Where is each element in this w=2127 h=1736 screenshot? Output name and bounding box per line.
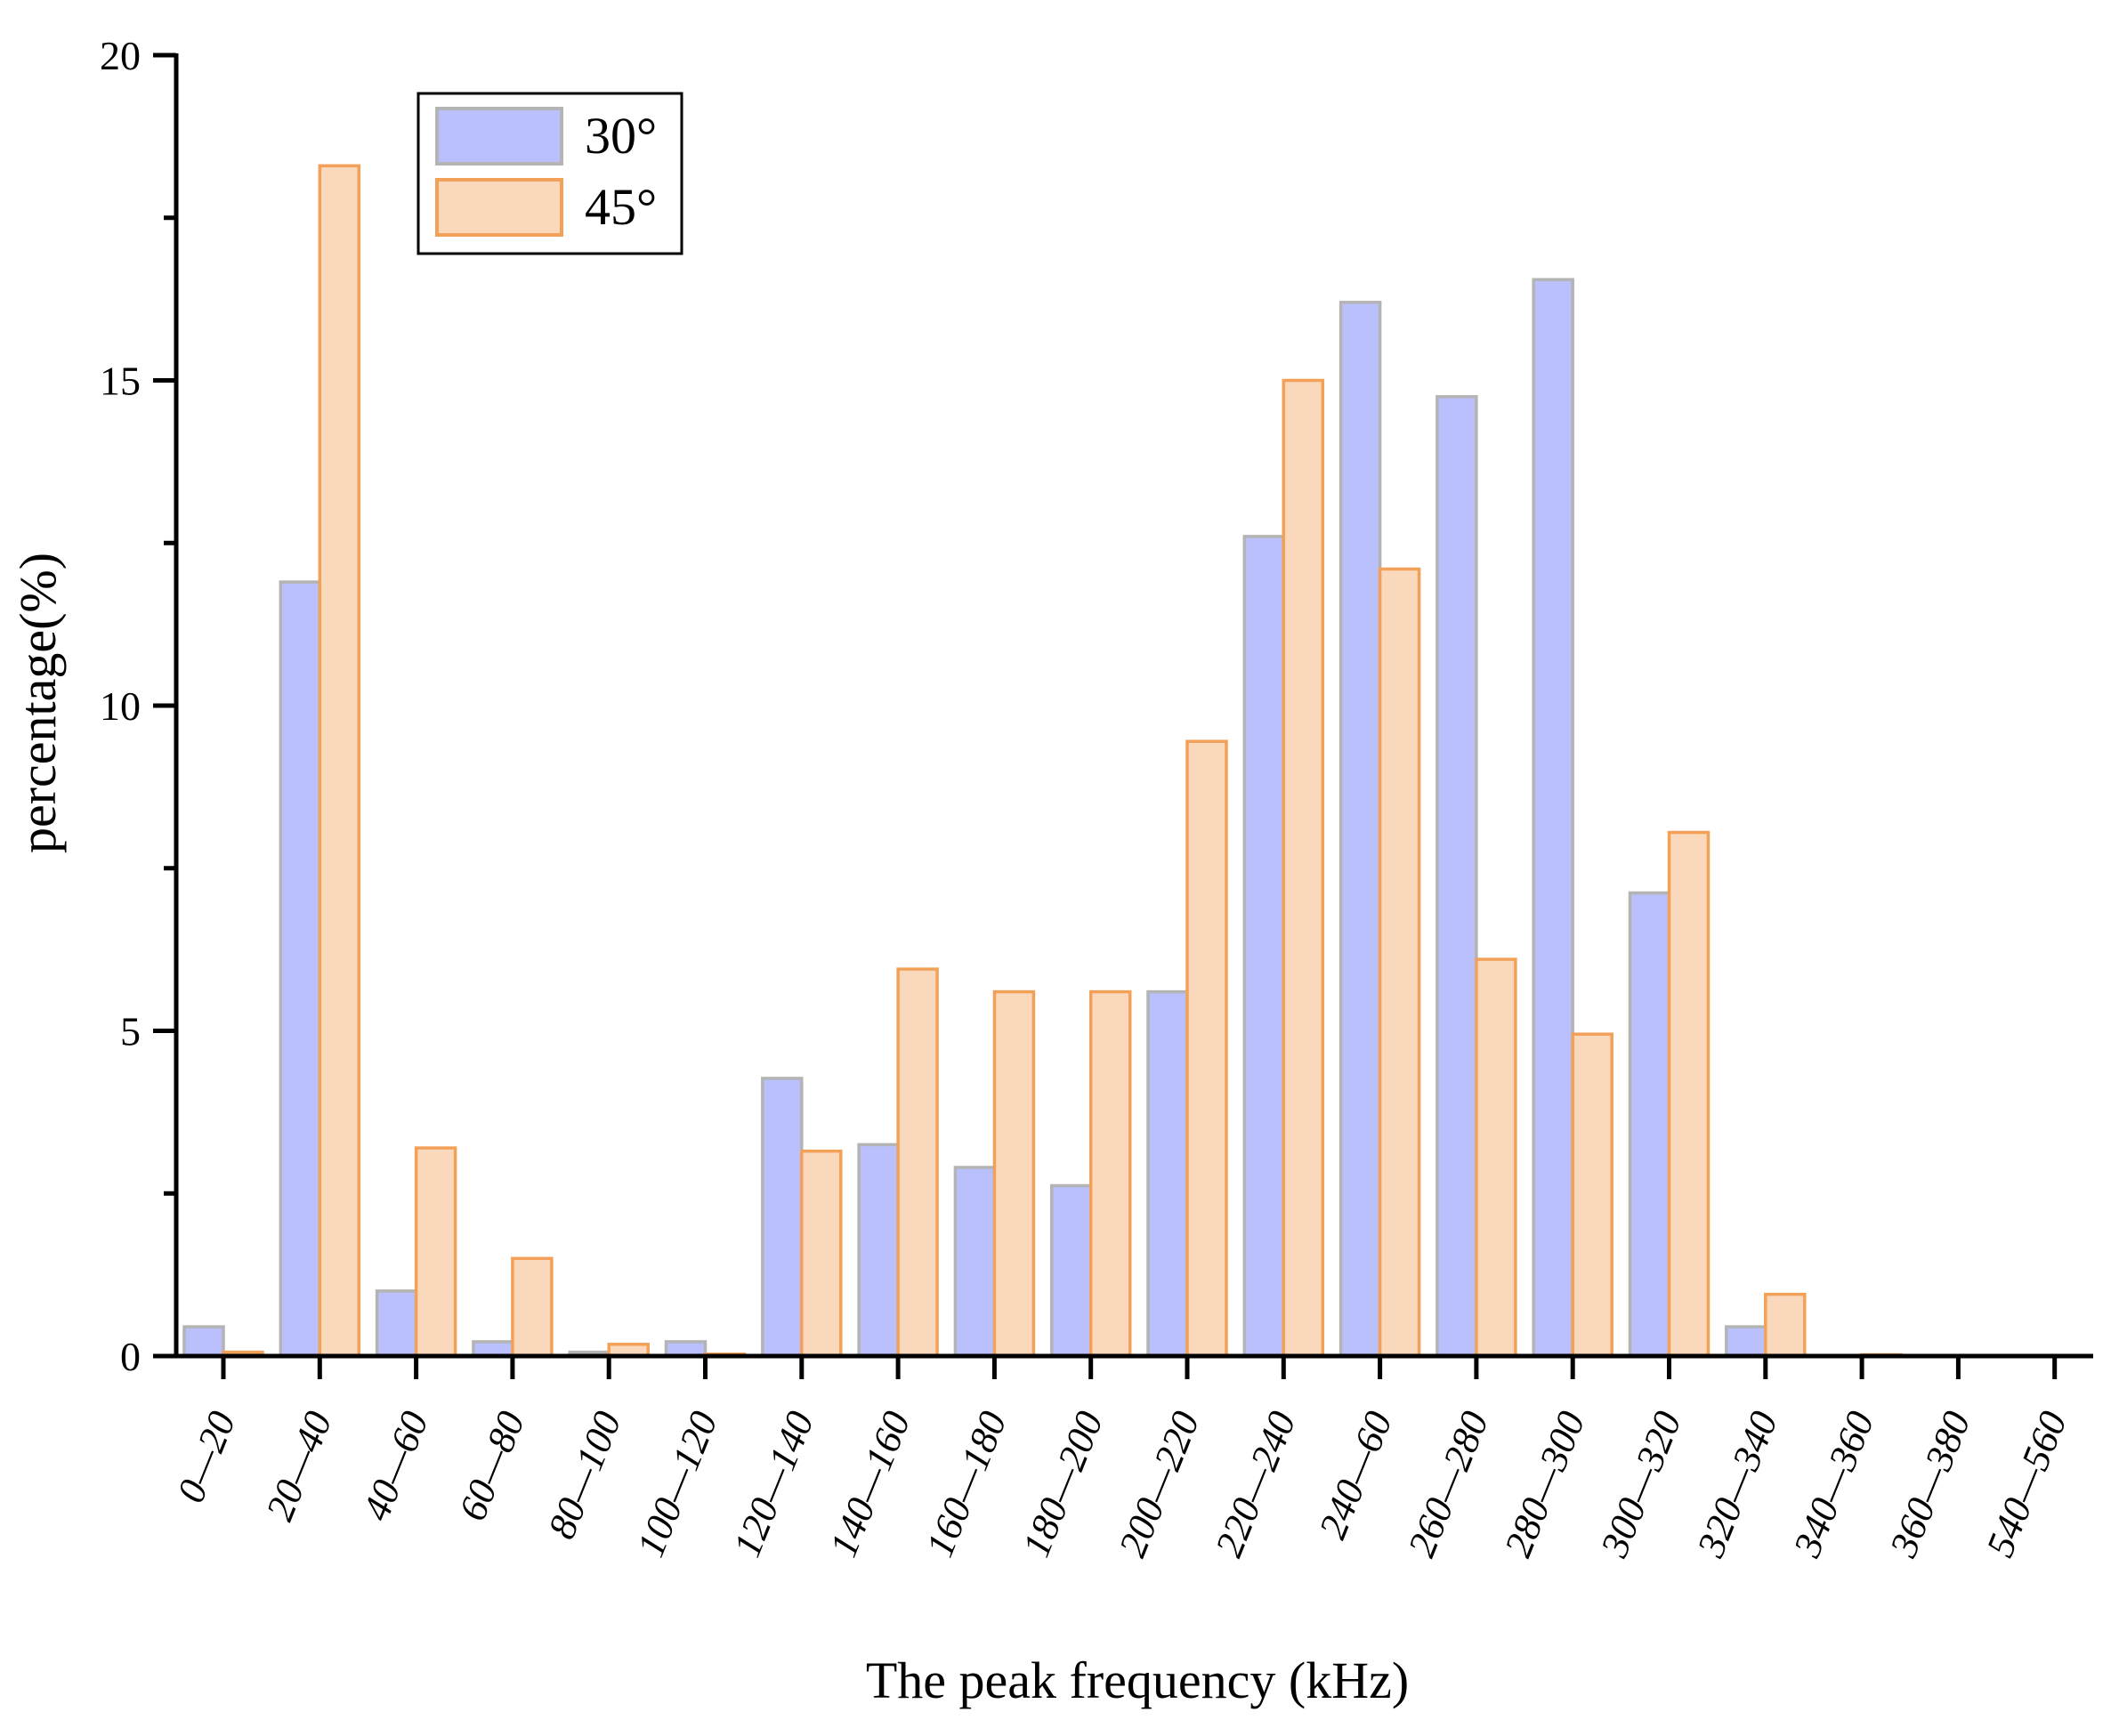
x-tick-label: 220—240 — [1207, 1405, 1305, 1562]
x-tick-label: 20—40 — [258, 1405, 341, 1526]
bar-series-2-2 — [318, 164, 361, 1358]
bar-series-1-16 — [1628, 891, 1671, 1358]
bar-series-1-7 — [761, 1077, 804, 1358]
bar-series-2-12 — [1282, 378, 1325, 1358]
bar-series-1-3 — [375, 1289, 418, 1358]
bar-series-2-16 — [1667, 830, 1710, 1358]
bar-series-1-13 — [1338, 301, 1382, 1358]
x-tick-label: 300—320 — [1592, 1405, 1690, 1563]
y-tick-label: 5 — [120, 1009, 141, 1054]
bar-series-1-17 — [1725, 1325, 1767, 1358]
bar-series-2-15 — [1571, 1032, 1613, 1358]
x-tick-label: 320—340 — [1688, 1405, 1786, 1563]
x-tick-label: 340—360 — [1784, 1405, 1882, 1563]
bar-series-1-11 — [1146, 989, 1189, 1358]
bar-series-2-3 — [414, 1146, 457, 1358]
legend-label-series-2: 45° — [585, 178, 657, 236]
y-tick-label: 20 — [100, 33, 141, 78]
y-axis-title: percentage(%) — [9, 553, 67, 853]
bar-series-2-8 — [896, 967, 939, 1358]
x-tick-label: 240—60 — [1311, 1405, 1401, 1545]
bar-series-1-14 — [1436, 395, 1478, 1358]
y-tick-label: 15 — [100, 359, 141, 404]
x-tick-label: 260—280 — [1400, 1405, 1498, 1562]
bar-series-2-17 — [1764, 1292, 1807, 1358]
bar-series-1-2 — [279, 580, 322, 1358]
x-tick-label: 360—380 — [1881, 1405, 1979, 1563]
x-tick-label: 160—180 — [918, 1405, 1015, 1562]
bar-series-2-14 — [1475, 957, 1517, 1358]
bar-series-2-11 — [1185, 739, 1228, 1358]
bar-series-2-10 — [1088, 989, 1132, 1358]
x-tick-label: 80—100 — [539, 1405, 629, 1545]
x-tick-label: 280—300 — [1496, 1405, 1594, 1562]
x-tick-label: 120—140 — [725, 1405, 823, 1562]
bars-layer — [182, 164, 1903, 1358]
x-tick-label: 100—120 — [628, 1405, 726, 1562]
x-tick-label: 60—80 — [450, 1405, 533, 1526]
bar-series-1-12 — [1242, 535, 1286, 1358]
legend-label-series-1: 30° — [585, 107, 657, 165]
x-tick-label: 200—220 — [1111, 1405, 1209, 1562]
bar-series-1-15 — [1532, 278, 1574, 1358]
bar-series-1-9 — [953, 1166, 997, 1358]
bar-series-2-7 — [800, 1149, 843, 1358]
bar-series-1-1 — [182, 1325, 225, 1358]
legend: 30°45° — [417, 92, 683, 255]
y-tick-label: 0 — [120, 1334, 141, 1379]
bar-series-2-4 — [511, 1256, 554, 1358]
bar-series-2-9 — [992, 989, 1036, 1358]
x-tick-label: 140—160 — [821, 1405, 919, 1562]
bar-series-1-10 — [1049, 1183, 1093, 1358]
x-tick-label: 40—60 — [354, 1405, 437, 1526]
legend-swatch-series-2 — [435, 178, 563, 237]
x-axis-title: The peak frequency (kHz) — [866, 1651, 1409, 1709]
legend-swatch-series-1 — [435, 107, 563, 166]
bar-series-2-13 — [1378, 567, 1421, 1358]
x-tick-label: 0—20 — [168, 1405, 244, 1508]
y-tick-label: 10 — [100, 683, 141, 729]
x-tick-label: 540—560 — [1977, 1405, 2075, 1562]
bar-series-1-8 — [857, 1143, 900, 1358]
x-tick-label: 180—200 — [1014, 1405, 1112, 1562]
